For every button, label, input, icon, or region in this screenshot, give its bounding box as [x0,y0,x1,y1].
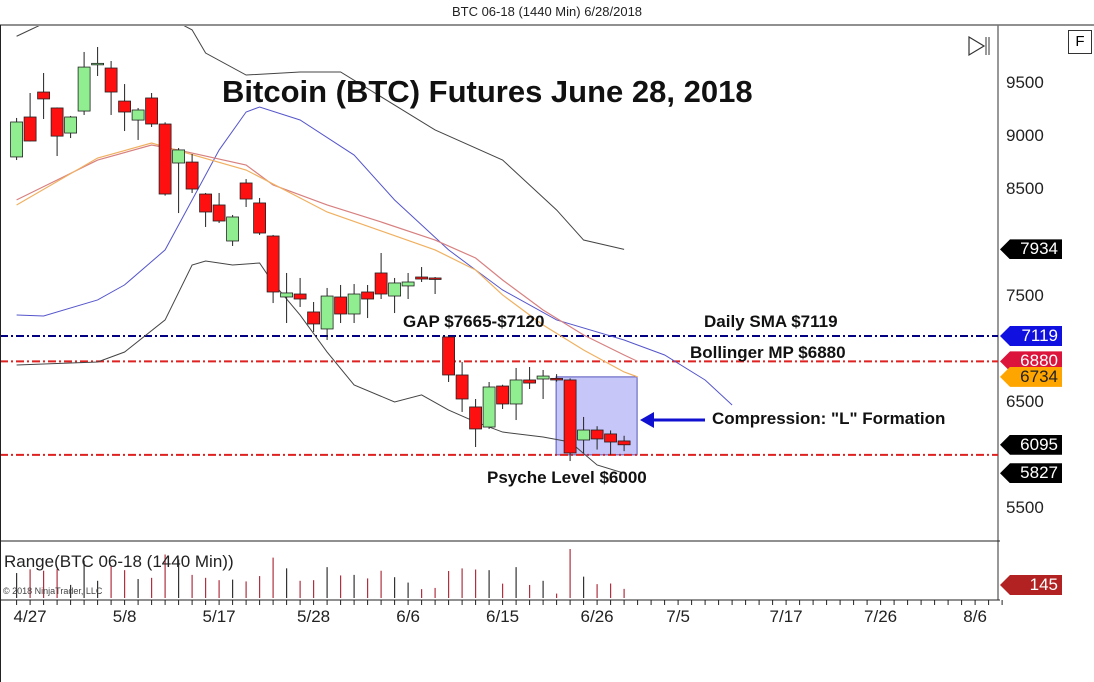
skip-to-end-icon[interactable] [968,35,990,57]
date-tick-label: 5/8 [112,607,137,626]
candle-body [37,91,50,100]
candle-body [401,281,415,287]
bollinger-annotation: Bollinger MP $6880 [690,343,846,362]
date-tick-label: 7/26 [864,607,898,626]
price-tick-label: 6500 [1006,391,1044,411]
candle-body [10,121,24,158]
candle-body [253,202,267,234]
date-tick-label: 6/15 [486,607,520,626]
candle-body [536,375,550,380]
date-tick-label: 6/26 [580,607,614,626]
candle-body [374,272,388,295]
bollinger-upper-line [16,26,625,250]
candle-body [145,97,159,125]
price-tick-label: 9000 [1006,126,1044,146]
price-tag-6880: 6880 [1000,351,1062,372]
price-tag-6095: 6095 [1000,434,1062,455]
candle-body [523,379,536,384]
candle-body [550,377,563,381]
date-tick-label: 7/5 [666,607,690,626]
price-tick-label: 5500 [1006,498,1044,517]
date-tick-label: 5/28 [297,607,331,626]
sma-annotation: Daily SMA $7119 [704,312,838,331]
candle-body [23,116,37,142]
candle-body [617,440,631,446]
price-tag-5827: 5827 [1000,463,1062,484]
candle-body [212,204,226,222]
price-tick-label: 9500 [1006,73,1044,92]
range-indicator-label: Range(BTC 06-18 (1440 Min)) [4,552,234,571]
bollinger-middle-line [16,106,733,406]
candle-body [320,295,334,330]
candle-body [577,429,590,441]
date-tick-label: 7/17 [769,607,803,626]
candle-body [307,311,321,325]
candle-body [496,385,510,405]
candle-body [455,374,469,400]
candle-body [199,193,213,213]
date-tick-label: 5/17 [202,607,236,626]
candle-body [509,379,523,405]
date-tick-label: 4/27 [13,607,47,626]
candle-body [388,282,402,297]
candle-body [361,291,375,300]
candle-body [442,336,456,376]
candle-body [77,66,91,112]
gap-annotation: GAP $7665-$7120 [403,312,544,331]
copyright-text: © 2018 NinjaTrader, LLC [3,586,103,596]
price-tick-label: 8500 [1006,179,1044,199]
price-tag-6734: 6734 [1000,366,1062,387]
date-tick-label: 6/6 [396,607,420,626]
candle-body [482,386,496,428]
price-tick-label: 7500 [1006,285,1044,305]
candle-body [334,296,348,315]
candle-body [91,62,104,66]
candle-body [64,116,77,134]
date-tick-label: 8/6 [963,607,987,626]
candle-body [50,107,64,137]
candle-body [415,276,429,280]
candle-body [428,277,442,280]
bollinger-lower-line [16,260,625,474]
candle-body [604,433,617,443]
candle-body [239,182,253,200]
candle-body [266,235,280,293]
candle-body [185,161,199,190]
candle-body [347,293,361,315]
candle-body [158,123,172,195]
psyche-annotation: Psyche Level $6000 [487,468,647,487]
candle-body [131,109,145,121]
candle-body [590,429,604,440]
arrow-left-icon [640,412,705,428]
candle-body [293,293,307,300]
candle-body [226,216,240,242]
candle-body [172,149,186,164]
compression-annotation: Compression: "L" Formation [712,409,945,428]
price-tag-7934: 7934 [1000,239,1062,260]
candle-body [280,292,294,298]
candle-body [118,100,131,113]
f-button[interactable]: F [1068,30,1092,54]
candle-body [469,406,483,430]
candle-body [563,379,577,454]
moving-average-orange-line [16,142,638,378]
moving-average-red-line [16,144,638,362]
range-value-tag: 145 [1000,575,1062,595]
headline-annotation: Bitcoin (BTC) Futures June 28, 2018 [222,74,753,109]
candle-body [104,67,118,93]
chart-window-title: BTC 06-18 (1440 Min) 6/28/2018 [451,4,643,19]
price-tag-7119: 7119 [1000,325,1062,346]
